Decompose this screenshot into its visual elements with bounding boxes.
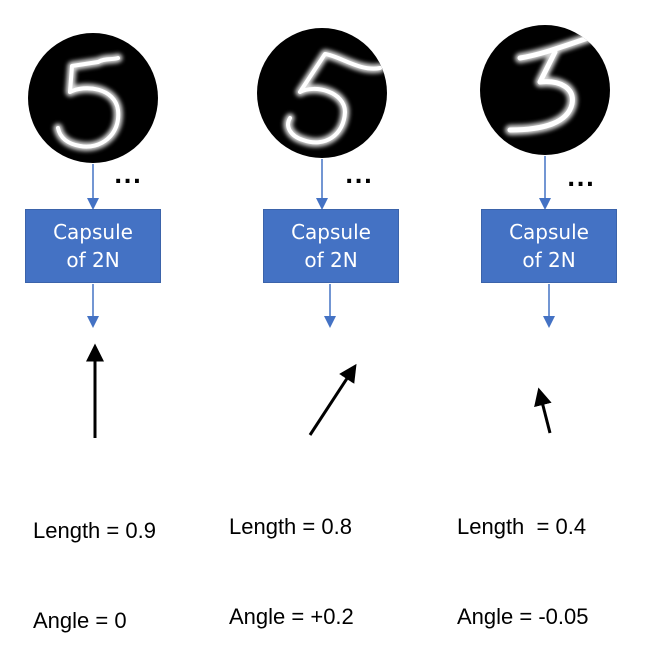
- capsule-label-line1: Capsule: [264, 218, 398, 246]
- output-vector-3: [541, 396, 550, 433]
- ellipsis-1: ...: [114, 164, 142, 189]
- output-label-3: Length = 0.4 Angle = -0.05: [457, 452, 588, 662]
- output-vector-2: [310, 371, 352, 435]
- ellipsis-3: ...: [567, 167, 595, 192]
- capsule-label-line1: Capsule: [26, 218, 160, 246]
- capsule-box-2: Capsule of 2N: [263, 209, 399, 283]
- digit-image-2: [257, 28, 387, 158]
- digit-image-3: [480, 25, 610, 155]
- capsule-label-line2: of 2N: [26, 246, 160, 274]
- angle-label: Angle = 0: [33, 606, 156, 636]
- ellipsis-2: ...: [345, 164, 373, 189]
- capsule-box-3: Capsule of 2N: [481, 209, 617, 283]
- capsule-label-line1: Capsule: [482, 218, 616, 246]
- length-label: Length = 0.9: [33, 516, 156, 546]
- output-label-2: Length = 0.8 Angle = +0.2: [229, 452, 354, 662]
- capsule-label-line2: of 2N: [482, 246, 616, 274]
- angle-label: Angle = -0.05: [457, 602, 588, 632]
- length-label: Length = 0.4: [457, 512, 588, 542]
- capsule-label-line2: of 2N: [264, 246, 398, 274]
- length-label: Length = 0.8: [229, 512, 354, 542]
- output-label-1: Length = 0.9 Angle = 0: [33, 456, 156, 666]
- angle-label: Angle = +0.2: [229, 602, 354, 632]
- capsule-box-1: Capsule of 2N: [25, 209, 161, 283]
- digit-image-1: [28, 33, 158, 163]
